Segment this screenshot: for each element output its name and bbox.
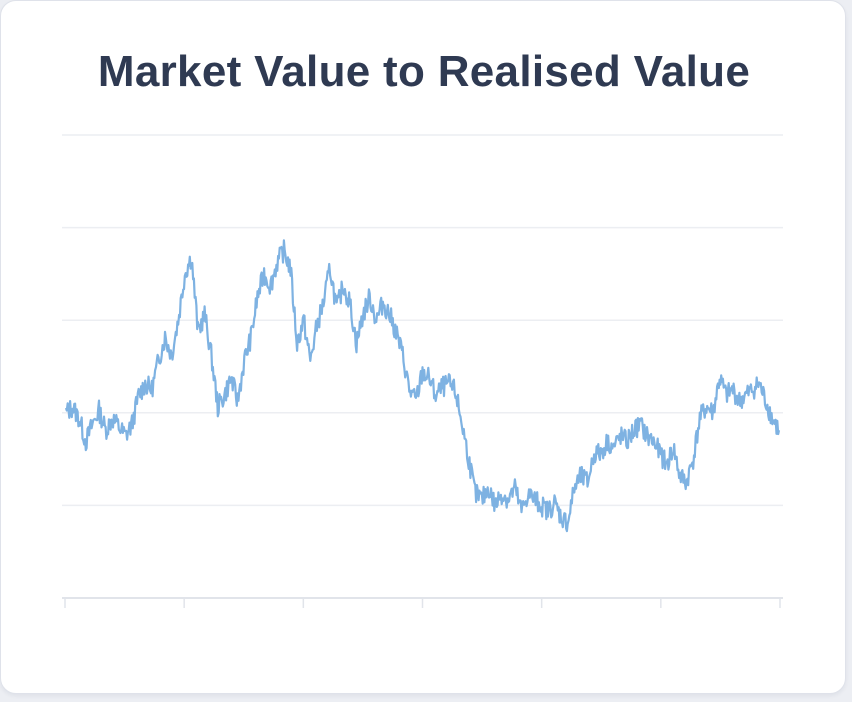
series-line-mvrv	[64, 239, 781, 533]
chart-title: Market Value to Realised Value	[97, 47, 751, 96]
grid-lines	[62, 134, 783, 507]
series-layer	[64, 239, 781, 533]
x-axis	[62, 597, 783, 608]
